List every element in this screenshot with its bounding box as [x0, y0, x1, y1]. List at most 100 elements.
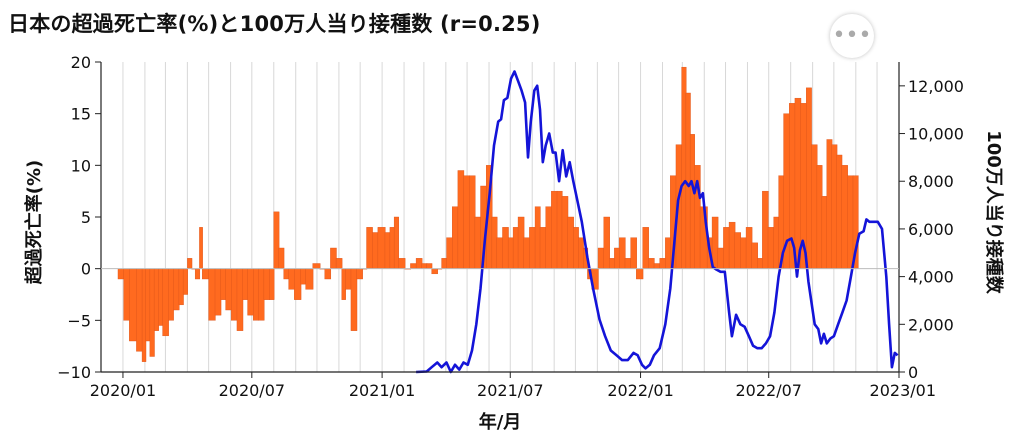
excess-bar: [129, 268, 138, 342]
excess-bar: [745, 227, 753, 269]
excess-bar: [283, 268, 290, 280]
x-tick-label: 2022/07: [735, 381, 801, 400]
excess-bar: [762, 190, 769, 269]
right-tick-label: 12,000: [908, 77, 964, 96]
excess-bar: [711, 216, 719, 269]
excess-bar: [384, 232, 391, 269]
excess-bar: [305, 268, 314, 290]
excess-bar: [551, 190, 558, 269]
excess-bar: [194, 268, 201, 280]
excess-bar: [512, 227, 519, 269]
excess-bar: [426, 263, 433, 269]
excess-bar: [773, 216, 780, 269]
excess-bar: [208, 268, 216, 321]
excess-bar: [806, 87, 812, 269]
excess-bar: [659, 258, 666, 269]
excess-bar: [410, 263, 417, 269]
more-options-button[interactable]: •••: [830, 14, 874, 58]
excess-bar: [278, 247, 285, 269]
left-axis-title: 超過死亡率(%): [23, 160, 45, 285]
excess-mortality-bars: [117, 66, 859, 362]
x-tick-label: 2020/01: [90, 381, 156, 400]
excess-bar: [225, 268, 232, 311]
left-tick-label: 5: [81, 208, 91, 227]
excess-bar: [187, 258, 193, 269]
excess-bar: [220, 268, 227, 300]
excess-bar: [636, 268, 644, 280]
excess-bar: [182, 268, 188, 295]
excess-bar: [312, 263, 321, 269]
excess-bar: [642, 227, 649, 269]
excess-bar: [624, 258, 632, 269]
x-tick-label: 2021/07: [477, 381, 543, 400]
excess-bar: [330, 247, 337, 269]
excess-bar: [253, 268, 259, 321]
excess-bar: [517, 216, 525, 269]
excess-bar: [614, 247, 620, 269]
excess-bar: [597, 247, 605, 269]
right-tick-label: 2,000: [908, 315, 954, 334]
excess-bar: [529, 227, 536, 269]
vaccination-series-line: [416, 70, 899, 374]
right-tick-label: 6,000: [908, 220, 954, 239]
excess-bar: [734, 232, 741, 269]
excess-bar: [463, 175, 470, 269]
excess-bar: [356, 268, 363, 280]
excess-bar: [523, 237, 530, 269]
excess-bar: [389, 227, 395, 269]
vaccination-line: [416, 70, 899, 374]
excess-bar: [173, 268, 180, 311]
excess-bar: [630, 237, 637, 269]
excess-bar: [496, 237, 504, 269]
excess-bar: [648, 258, 655, 269]
left-tick-label: 10: [71, 156, 91, 175]
left-tick-label: −10: [57, 363, 91, 382]
excess-bar: [491, 216, 498, 269]
tick-labels: −10 −5 0 5 10 15 20 0 2,000 4,000 6,000 8,000 10,000…: [57, 53, 964, 400]
excess-bar: [578, 237, 584, 269]
excess-bar: [145, 268, 151, 342]
excess-bar: [371, 232, 379, 269]
excess-bar: [236, 268, 244, 331]
excess-bar: [681, 66, 687, 269]
excess-bar: [665, 237, 671, 269]
excess-bar: [136, 268, 143, 352]
excess-bar: [573, 227, 579, 269]
excess-bar: [242, 268, 249, 300]
axes: [95, 61, 905, 378]
excess-bar: [350, 268, 358, 331]
excess-bar: [202, 268, 210, 280]
excess-bar: [757, 258, 763, 269]
excess-bar: [685, 92, 691, 269]
excess-bar: [567, 216, 574, 269]
excess-bar: [603, 216, 610, 269]
excess-bar: [474, 216, 482, 269]
right-tick-label: 4,000: [908, 268, 954, 287]
excess-bar: [199, 227, 203, 269]
excess-bar: [507, 237, 514, 269]
x-tick-label: 2020/07: [219, 381, 285, 400]
excess-bar: [158, 268, 164, 326]
excess-bar: [619, 237, 626, 269]
excess-bar: [767, 227, 775, 269]
excess-bar: [609, 258, 615, 269]
excess-bar: [288, 268, 295, 290]
excess-bar: [168, 268, 174, 321]
excess-bar: [300, 268, 307, 285]
excess-bar: [821, 196, 828, 269]
excess-bar: [393, 216, 399, 269]
excess-bar: [263, 268, 271, 300]
excess-bar: [294, 268, 302, 300]
right-tick-label: 0: [908, 363, 918, 382]
excess-bar: [826, 139, 833, 269]
excess-bar: [231, 268, 238, 321]
x-tick-label: 2022/01: [607, 381, 673, 400]
excess-bar: [689, 134, 695, 269]
excess-bar: [335, 258, 343, 269]
more-dots-icon: •••: [832, 23, 872, 48]
excess-bar: [153, 268, 159, 331]
excess-bar: [717, 247, 724, 269]
excess-bar: [415, 258, 423, 269]
excess-bar: [162, 268, 169, 337]
